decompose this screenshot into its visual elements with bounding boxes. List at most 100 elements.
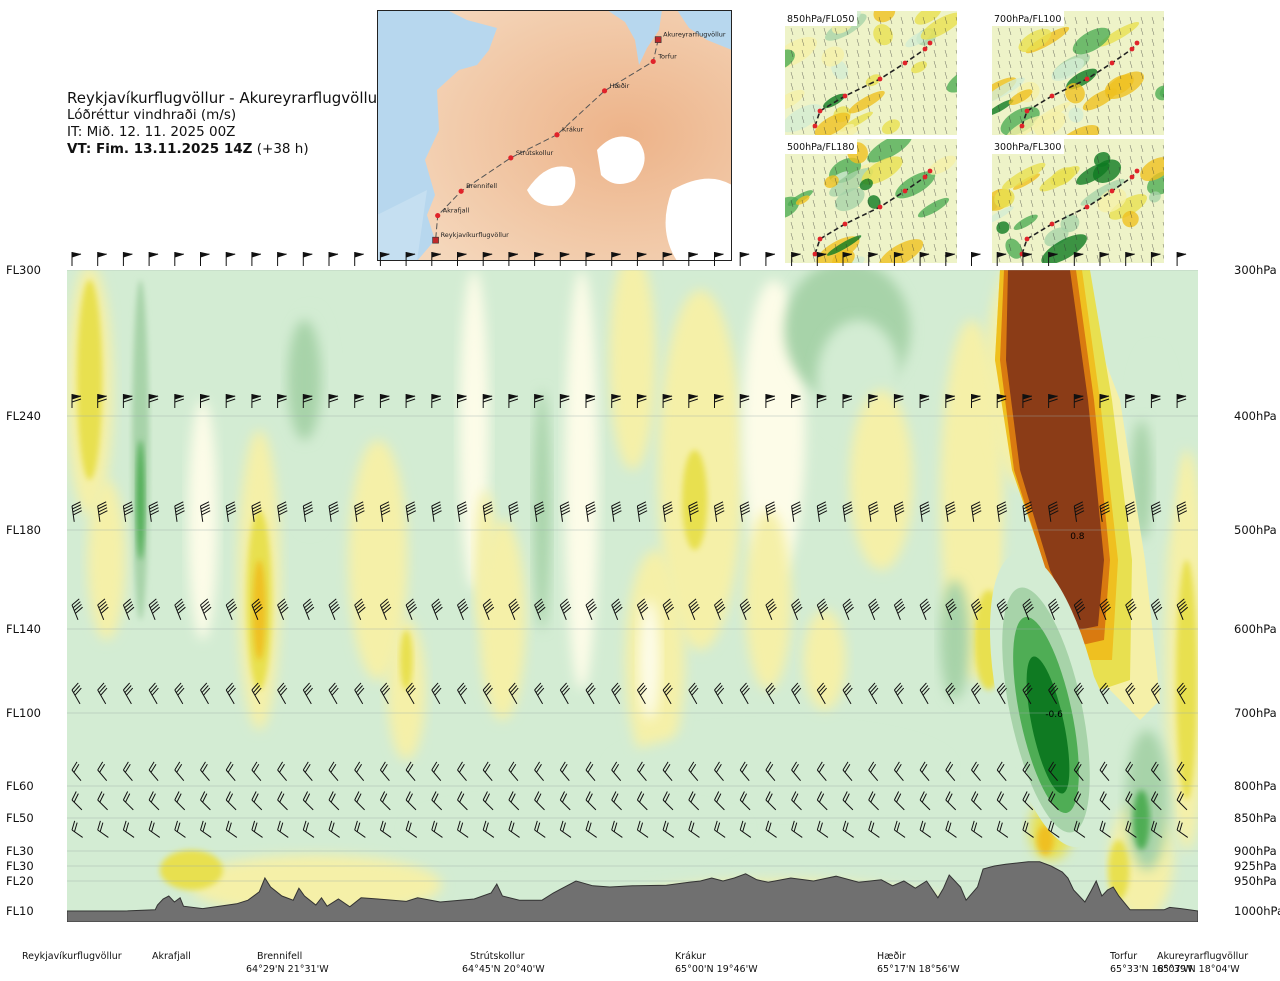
wind-barb-tick	[842, 253, 853, 258]
inset-wind-barb	[933, 177, 937, 186]
wind-barb	[379, 761, 390, 782]
wind-barb-tick	[405, 253, 416, 258]
wind-barb-staff	[97, 829, 109, 838]
wind-barb-tick	[1023, 510, 1033, 516]
wind-barb-tick	[714, 820, 718, 831]
inset-wind-barb	[900, 144, 904, 153]
inset-wind-barb	[1052, 60, 1056, 69]
wind-barb-tick	[791, 398, 801, 403]
location-axis: Reykjavíkurflugvöllur Akrafjall Brennifell…	[22, 951, 1248, 975]
wind-barb	[302, 501, 314, 522]
wind-barb-tick	[251, 791, 257, 801]
wind-barb-staff	[585, 769, 596, 782]
inset-station-marker	[1134, 40, 1140, 46]
inset-wind-barb	[1118, 232, 1122, 241]
inset-wind-barb	[1008, 71, 1012, 80]
wind-barb-tick	[1178, 763, 1185, 773]
inset-wind-barb	[1140, 232, 1144, 241]
inset-wind-barb	[878, 177, 882, 186]
wind-barb	[1022, 501, 1033, 522]
wind-barb-tick	[228, 687, 236, 696]
inset-wind-barb	[944, 82, 948, 91]
inset-field-patch	[917, 197, 950, 218]
inset-field-patch	[829, 167, 874, 197]
wind-barb-tick	[508, 820, 513, 831]
wind-barb-tick	[122, 820, 127, 831]
wind-barb	[354, 820, 366, 838]
wind-barb-tick	[431, 820, 435, 831]
wind-barb-tick	[1151, 682, 1159, 691]
inset-wind-barb	[1063, 60, 1067, 69]
wind-barb-tick	[1074, 504, 1084, 510]
wind-barb-tick	[766, 601, 775, 609]
inset-wind-barb	[1041, 115, 1045, 124]
wind-barb	[251, 501, 262, 522]
wind-barb-tick	[638, 510, 648, 516]
wind-barb-tick	[897, 687, 905, 696]
wind-barb	[1099, 598, 1111, 621]
inset-wind-barb	[878, 126, 882, 135]
inset-wind-barb	[1030, 27, 1034, 36]
wind-barb-staff	[457, 829, 469, 838]
wind-barb-tick	[893, 761, 900, 771]
inset-wind-barb	[1140, 71, 1144, 80]
inset-wind-barb	[955, 82, 957, 88]
wind-barb-tick	[999, 822, 1003, 832]
wind-barb-staff	[611, 769, 622, 782]
inset-300: 300hPa/FL300	[992, 139, 1164, 263]
wind-barb-tick	[1074, 501, 1084, 507]
wind-barb-tick	[251, 761, 258, 771]
inset-wind-barb	[1118, 210, 1122, 219]
inset-wind-barb	[1140, 254, 1144, 263]
wind-barb-tick	[870, 822, 875, 832]
wind-barb-staff	[482, 799, 494, 811]
wind-barb-tick	[148, 395, 159, 400]
wind-barb	[662, 820, 675, 838]
wind-barb	[508, 682, 519, 705]
inset-wind-barb	[1162, 199, 1164, 205]
wind-barb-tick	[637, 504, 647, 510]
inset-wind-barb	[1118, 115, 1122, 124]
inset-wind-barb	[1074, 243, 1078, 252]
wind-barb-tick	[662, 791, 668, 801]
wind-barb-tick	[842, 398, 853, 403]
wind-barb-tick	[688, 761, 695, 771]
wind-barb-tick	[200, 682, 208, 691]
inset-wind-barb	[1041, 210, 1045, 219]
inset-wind-barb	[1019, 155, 1023, 164]
inset-wind-barb	[1096, 82, 1100, 91]
wind-barb-tick	[585, 761, 592, 771]
inset-wind-barb	[834, 199, 838, 208]
inset-wind-barb	[911, 104, 915, 113]
inset-wind-barb	[955, 144, 957, 150]
wind-barb	[636, 598, 649, 621]
inset-wind-barb	[944, 93, 948, 102]
wind-barb-tick	[382, 604, 391, 611]
inset-wind-barb	[911, 115, 915, 124]
wind-barb-tick	[1150, 791, 1157, 801]
wind-barb-tick	[869, 510, 879, 516]
wind-barb	[945, 501, 956, 522]
wind-barb-tick	[1176, 820, 1181, 831]
inset-wind-barb	[1085, 27, 1089, 36]
wind-barb-tick	[871, 687, 879, 696]
inset-wind-barb	[878, 27, 882, 36]
wind-barb-tick	[508, 761, 515, 771]
wind-barb	[1099, 501, 1110, 522]
wind-barb-tick	[691, 606, 700, 614]
wind-barb-tick	[1153, 822, 1158, 832]
wind-barb	[996, 394, 1007, 408]
wind-barb	[919, 682, 930, 705]
wind-barb-tick	[151, 687, 159, 696]
inset-wind-barb	[1052, 27, 1056, 36]
wind-barb	[251, 598, 263, 621]
wind-barb-tick	[972, 601, 981, 609]
wind-barb-tick	[302, 761, 309, 771]
wind-barb-tick	[227, 685, 235, 693]
inset-wind-barb	[1008, 155, 1012, 164]
wind-barb-tick	[330, 763, 337, 773]
wind-barb	[739, 682, 750, 705]
wind-barb	[1022, 820, 1034, 838]
inset-wind-barb	[834, 243, 838, 252]
contour-value-label: 0.8	[1070, 532, 1085, 542]
